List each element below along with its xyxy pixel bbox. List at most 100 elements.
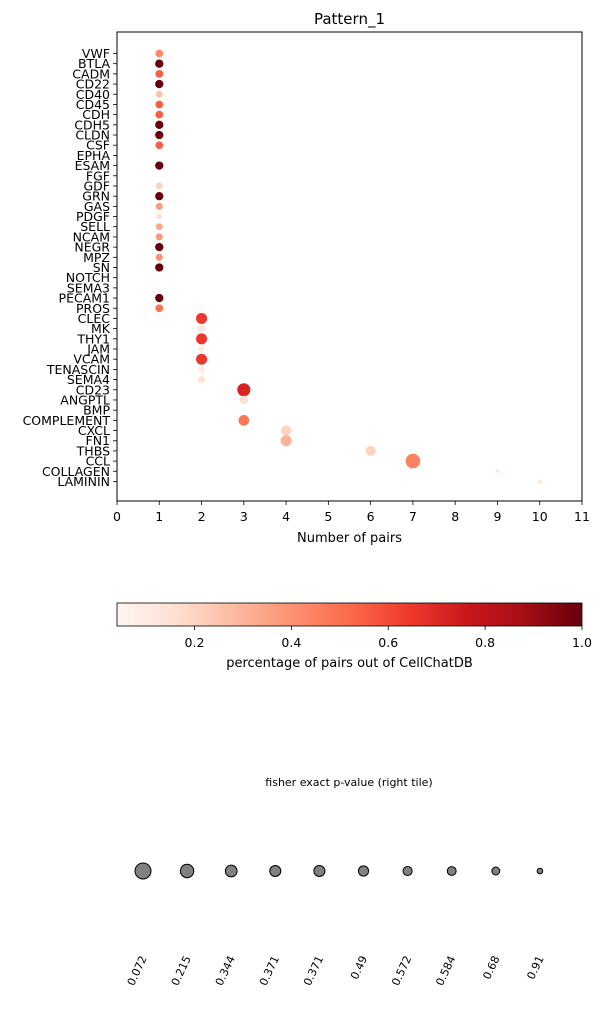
y-tick-label: CDH bbox=[82, 107, 110, 122]
y-tick-label: NCAM bbox=[73, 229, 110, 244]
data-point bbox=[155, 233, 163, 241]
y-tick-label: JAM bbox=[86, 342, 110, 357]
data-point bbox=[158, 276, 161, 279]
y-tick-label: CLDN bbox=[75, 128, 110, 143]
y-tick-label: MPZ bbox=[83, 250, 110, 265]
data-point bbox=[155, 79, 164, 89]
colorbar-ticks: 0.2 0.4 0.6 0.8 1.0 bbox=[185, 626, 592, 650]
colorbar-label: percentage of pairs out of CellChatDB bbox=[226, 656, 473, 671]
data-point bbox=[155, 130, 164, 140]
y-tick-label: CSF bbox=[86, 138, 110, 153]
data-point bbox=[197, 324, 206, 333]
size-legend-marker bbox=[313, 864, 326, 878]
size-legend-marker bbox=[402, 865, 413, 877]
y-tick-label: FGF bbox=[86, 168, 110, 183]
data-point bbox=[198, 376, 206, 384]
size-legend-labels: 0.072 0.215 0.344 0.371 0.371 0.49 0.572 0.584 0… bbox=[125, 954, 547, 988]
x-tick-label: 11 bbox=[574, 509, 590, 524]
x-tick-label: 2 bbox=[198, 509, 206, 524]
y-tick-label: GAS bbox=[84, 199, 110, 214]
data-point bbox=[242, 409, 245, 412]
colorbar-tick-label: 0.4 bbox=[281, 635, 301, 650]
size-legend: fisher exact p-value (right tile) 0.072 0… bbox=[125, 776, 547, 988]
data-point bbox=[280, 425, 292, 436]
x-axis-ticks: 0 1 2 3 4 5 6 7 8 9 10 11 bbox=[113, 501, 590, 524]
data-point bbox=[155, 59, 164, 68]
data-point bbox=[155, 90, 163, 98]
size-legend-label: 0.371 bbox=[257, 954, 282, 988]
y-tick-label: BTLA bbox=[78, 56, 110, 71]
size-legend-marker bbox=[491, 866, 501, 876]
data-point bbox=[158, 154, 161, 157]
data-point bbox=[155, 100, 164, 109]
y-tick-label: EPHA bbox=[77, 148, 111, 163]
data-point bbox=[155, 263, 164, 272]
x-tick-label: 3 bbox=[240, 509, 248, 524]
x-axis-label: Number of pairs bbox=[297, 531, 402, 546]
size-legend-marker bbox=[357, 865, 370, 877]
y-tick-label: CCL bbox=[86, 454, 110, 469]
colorbar-tick-label: 0.8 bbox=[475, 635, 495, 650]
size-legend-title: fisher exact p-value (right tile) bbox=[265, 776, 432, 789]
y-tick-label: PDGF bbox=[76, 209, 110, 224]
data-point bbox=[196, 353, 208, 365]
data-point bbox=[155, 120, 164, 129]
size-legend-label: 0.584 bbox=[433, 954, 458, 988]
data-point bbox=[495, 469, 499, 473]
size-legend-marker bbox=[134, 862, 152, 880]
y-tick-label: CD45 bbox=[76, 97, 110, 112]
size-legend-label: 0.91 bbox=[524, 954, 546, 982]
y-tick-label: NOTCH bbox=[66, 270, 110, 285]
data-point bbox=[237, 383, 251, 397]
size-legend-markers bbox=[134, 862, 544, 880]
size-legend-label: 0.68 bbox=[480, 954, 502, 982]
data-point bbox=[155, 253, 163, 261]
size-legend-label: 0.49 bbox=[348, 954, 370, 982]
data-point bbox=[405, 453, 421, 469]
size-legend-marker bbox=[269, 864, 282, 878]
data-point bbox=[155, 161, 164, 170]
y-tick-label: CLEC bbox=[78, 311, 111, 326]
size-legend-label: 0.344 bbox=[213, 954, 238, 988]
size-legend-label: 0.572 bbox=[389, 954, 414, 988]
x-tick-label: 5 bbox=[324, 509, 332, 524]
y-tick-label: TENASCIN bbox=[46, 362, 110, 377]
size-legend-marker bbox=[224, 864, 238, 878]
y-tick-label: FN1 bbox=[86, 433, 111, 448]
data-point bbox=[198, 366, 205, 373]
y-tick-label: BMP bbox=[83, 403, 110, 418]
data-point bbox=[155, 141, 164, 150]
size-legend-label: 0.371 bbox=[301, 954, 326, 988]
y-tick-label: CD22 bbox=[76, 77, 110, 92]
data-point bbox=[365, 445, 376, 456]
size-legend-marker bbox=[446, 866, 457, 876]
y-tick-label: MK bbox=[91, 321, 111, 336]
size-legend-marker bbox=[536, 867, 544, 875]
x-tick-label: 0 bbox=[113, 509, 121, 524]
data-point bbox=[158, 286, 161, 289]
data-point bbox=[156, 213, 163, 220]
x-tick-label: 1 bbox=[155, 509, 163, 524]
x-tick-label: 9 bbox=[493, 509, 501, 524]
y-tick-label: NEGR bbox=[74, 240, 110, 255]
y-tick-label: ANGPTL bbox=[60, 392, 110, 407]
data-point bbox=[198, 345, 205, 353]
x-tick-label: 4 bbox=[282, 509, 290, 524]
y-tick-label: PECAM1 bbox=[59, 291, 110, 306]
y-tick-label: SN bbox=[93, 260, 110, 275]
size-legend-marker bbox=[179, 863, 195, 879]
x-tick-label: 6 bbox=[367, 509, 375, 524]
data-point bbox=[238, 415, 250, 426]
data-point bbox=[158, 174, 161, 177]
y-tick-label: CD23 bbox=[76, 382, 110, 397]
size-legend-label: 0.215 bbox=[169, 954, 194, 988]
y-tick-label: COMPLEMENT bbox=[23, 413, 111, 428]
y-tick-label: CDH5 bbox=[74, 117, 110, 132]
y-tick-label: GRN bbox=[82, 189, 110, 204]
data-point bbox=[155, 70, 164, 78]
plot-area bbox=[116, 31, 583, 502]
data-point bbox=[155, 242, 164, 252]
colorbar-tick-label: 0.6 bbox=[378, 635, 398, 650]
y-axis-ticks: VWFBTLACADMCD22CD40CD45CDHCDH5CLDNCSFEPH… bbox=[23, 46, 117, 489]
